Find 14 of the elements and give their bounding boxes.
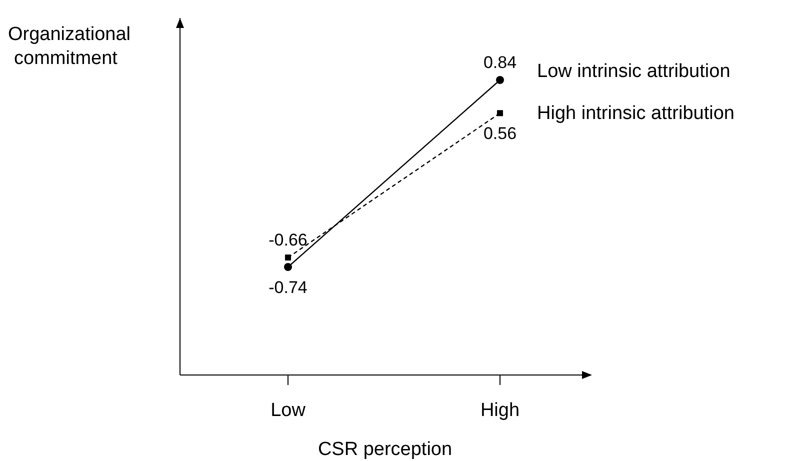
data-label: 0.84 <box>483 53 517 72</box>
data-label: -0.66 <box>268 230 308 250</box>
point <box>285 254 291 261</box>
data-label: -0.74 <box>268 278 308 297</box>
point <box>496 76 504 84</box>
x-tick-label: Low <box>270 400 306 421</box>
point <box>284 263 292 271</box>
data-label: 0.56 <box>483 124 517 144</box>
point <box>497 110 503 116</box>
x-tick-label: High <box>480 400 520 421</box>
series-label: Low intrinsic attribution <box>537 61 730 82</box>
y-axis-title: Organizational commitment <box>8 24 131 69</box>
x-axis-title: CSR perception <box>318 439 452 460</box>
series-label: High intrinsic attribution <box>537 103 734 124</box>
